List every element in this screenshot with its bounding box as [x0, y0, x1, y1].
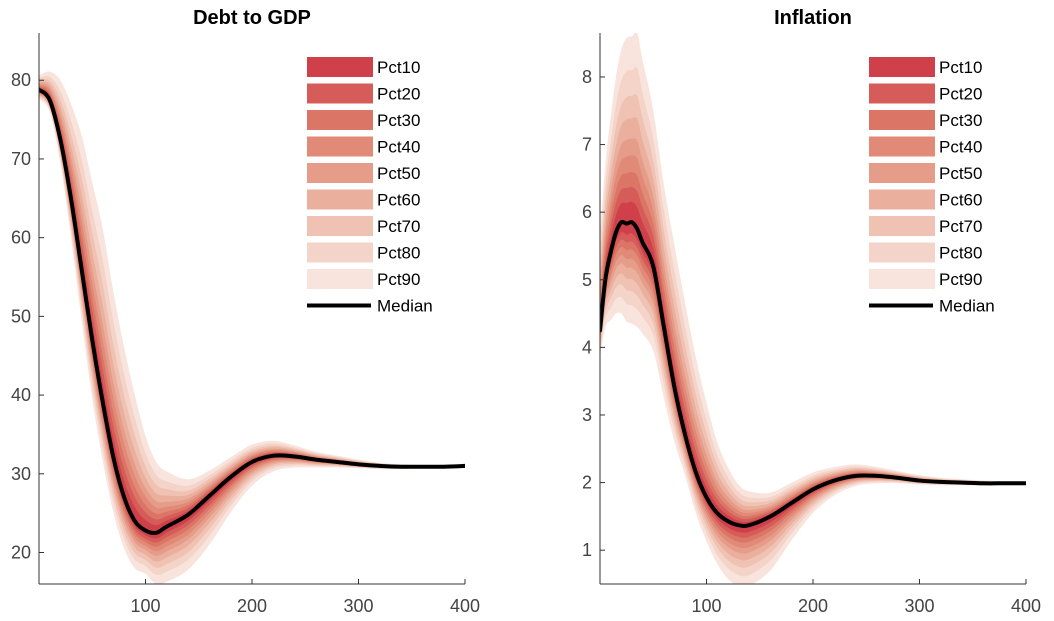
legend-label-pct10: Pct10: [377, 58, 420, 77]
legend-label-median: Median: [939, 297, 995, 316]
inflation-panel: Inflation 100 200 300 400 1 2 3 4 5 6 7 8 Pct10 Pct20…: [582, 7, 1041, 616]
x-tick-label: 200: [798, 596, 828, 616]
legend: Pct10 Pct20 Pct30 Pct40 Pct50 Pct60 Pct70 Pct80…: [869, 57, 995, 316]
legend-label-pct30: Pct30: [939, 111, 982, 130]
legend-swatch-pct50: [869, 163, 935, 183]
y-tick-label: 20: [11, 543, 31, 563]
legend-label-pct60: Pct60: [939, 191, 982, 210]
y-tick-label: 1: [582, 540, 592, 560]
legend-label-pct50: Pct50: [939, 164, 982, 183]
legend-swatch-pct70: [307, 216, 373, 236]
y-tick-label: 3: [582, 405, 592, 425]
x-tick-label: 300: [343, 596, 373, 616]
y-tick-label: 80: [11, 70, 31, 90]
x-tick-label: 300: [904, 596, 934, 616]
legend-swatch-pct90: [307, 269, 373, 289]
x-tick-label: 400: [450, 596, 480, 616]
legend-label-pct10: Pct10: [939, 58, 982, 77]
legend-label-pct80: Pct80: [939, 244, 982, 263]
y-tick-label: 6: [582, 202, 592, 222]
x-tick-label: 100: [691, 596, 721, 616]
band-pct10: [600, 201, 1026, 533]
chart-title: Inflation: [774, 7, 852, 29]
legend-label-pct50: Pct50: [377, 164, 420, 183]
y-tick-label: 50: [11, 306, 31, 326]
legend-swatch-pct80: [869, 242, 935, 263]
legend-swatch-pct40: [869, 136, 935, 157]
y-tick-label: 70: [11, 149, 31, 169]
plot-area: [600, 33, 1026, 584]
y-tick-label: 4: [582, 337, 592, 357]
legend-swatch-pct40: [307, 136, 373, 157]
legend-label-pct30: Pct30: [377, 111, 420, 130]
x-tick-label: 200: [237, 596, 267, 616]
legend-swatch-pct20: [869, 83, 935, 104]
legend-swatch-pct10: [869, 57, 935, 77]
median-line: [39, 87, 465, 536]
x-tick-label: 100: [130, 596, 160, 616]
legend-swatch-pct60: [869, 189, 935, 210]
y-tick-label: 40: [11, 385, 31, 405]
y-tick-label: 60: [11, 228, 31, 248]
legend-label-pct90: Pct90: [939, 270, 982, 289]
legend-swatch-pct20: [307, 83, 373, 104]
y-tick-label: 5: [582, 270, 592, 290]
legend-label-pct60: Pct60: [377, 191, 420, 210]
legend: Pct10 Pct20 Pct30 Pct40 Pct50 Pct60 Pct70 Pct80…: [307, 57, 433, 316]
legend-swatch-pct80: [307, 242, 373, 263]
band-pct60: [600, 117, 1026, 561]
chart-title: Debt to GDP: [193, 7, 311, 29]
plot-area: [39, 71, 465, 584]
legend-label-pct20: Pct20: [939, 85, 982, 104]
legend-label-pct70: Pct70: [377, 217, 420, 236]
y-tick-label: 7: [582, 135, 592, 155]
legend-swatch-pct30: [307, 110, 373, 130]
y-tick-label: 8: [582, 67, 592, 87]
y-tick-label: 2: [582, 473, 592, 493]
legend-label-pct40: Pct40: [377, 138, 420, 157]
legend-swatch-pct50: [307, 163, 373, 183]
legend-swatch-pct30: [869, 110, 935, 130]
legend-label-pct70: Pct70: [939, 217, 982, 236]
x-tick-label: 400: [1011, 596, 1041, 616]
legend-swatch-pct10: [307, 57, 373, 77]
legend-swatch-pct90: [869, 269, 935, 289]
legend-label-pct20: Pct20: [377, 85, 420, 104]
band-pct20: [600, 186, 1026, 538]
legend-label-pct90: Pct90: [377, 270, 420, 289]
legend-label-pct40: Pct40: [939, 138, 982, 157]
legend-swatch-pct70: [869, 216, 935, 236]
y-tick-label: 30: [11, 464, 31, 484]
median-line: [600, 219, 1026, 529]
legend-swatch-pct60: [307, 189, 373, 210]
legend-label-median: Median: [377, 297, 433, 316]
legend-label-pct80: Pct80: [377, 244, 420, 263]
debt-to-gdp-panel: Debt to GDP 100 200 300 400 20 30 40 50 60 70 80 Pc…: [11, 7, 480, 616]
